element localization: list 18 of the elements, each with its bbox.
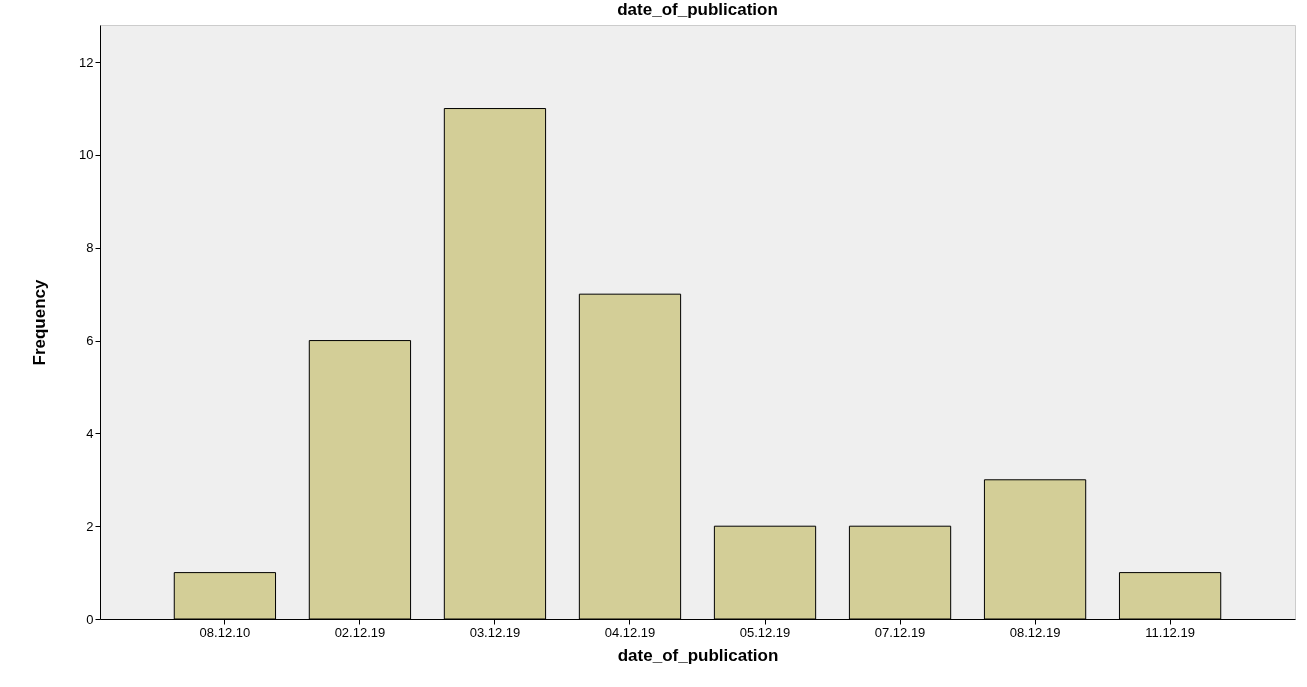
x-tick-label: 08.12.10 — [199, 624, 251, 640]
x-tick-label: 11.12.19 — [1145, 624, 1195, 640]
y-tick-label: 4 — [86, 425, 94, 441]
y-tick-label: 0 — [86, 611, 94, 627]
y-tick-label: 6 — [86, 333, 94, 349]
y-tick-label: 2 — [86, 518, 94, 534]
y-axis-title: Frequency — [30, 278, 50, 366]
y-tick-label: 10 — [79, 147, 94, 163]
x-tick-label: 08.12.19 — [1009, 624, 1061, 640]
x-tick-label: 05.12.19 — [739, 624, 791, 640]
y-tick-label: 12 — [79, 54, 94, 70]
x-tick-label: 02.12.19 — [334, 624, 386, 640]
chart-title: date_of_publication — [617, 0, 778, 19]
x-tick-label: 03.12.19 — [469, 624, 521, 640]
y-tick-label: 8 — [86, 240, 94, 256]
x-tick-label: 07.12.19 — [874, 624, 926, 640]
x-axis-title: date_of_publication — [617, 645, 779, 665]
x-tick-label: 04.12.19 — [604, 624, 656, 640]
